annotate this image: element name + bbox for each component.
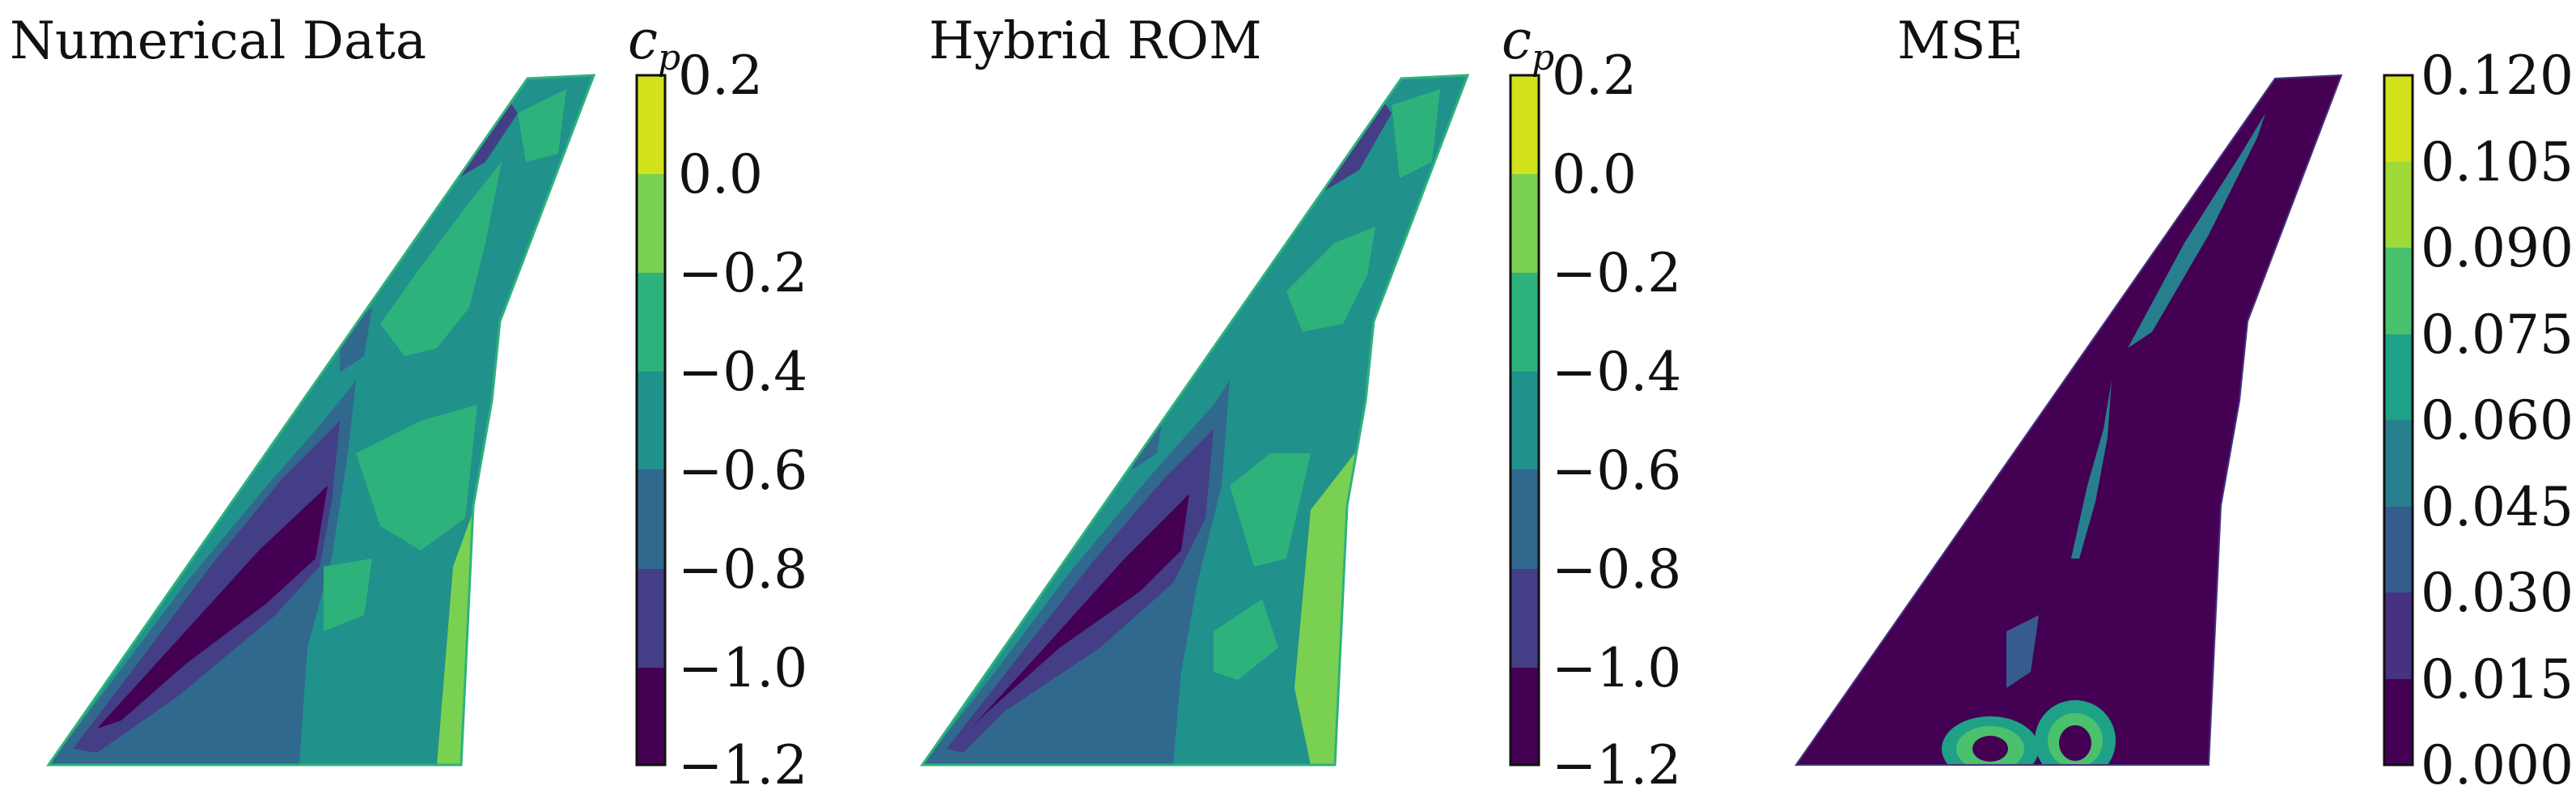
colorbar-level-2 xyxy=(2384,162,2413,248)
colorbar-tick-label: 0.120 xyxy=(2421,45,2574,107)
wing-contour xyxy=(49,75,594,765)
colorbar-label: cp xyxy=(628,9,680,79)
colorbar-level-11 xyxy=(637,469,665,569)
colorbar-tick-label: 0.000 xyxy=(2421,734,2574,796)
colorbar-tick-label: 0.2 xyxy=(1552,45,1637,107)
colorbar-frame xyxy=(635,74,667,767)
colorbar-level-10 xyxy=(637,372,665,469)
colorbar-level-9 xyxy=(637,273,665,372)
panel-mse: MSE 0.120 0.105 0.09 xyxy=(1794,11,2574,796)
colorbar-level-13 xyxy=(637,668,665,765)
colorbar: cp 0.2 0.0 −0.2 −0.4 −0.6 −0.8 −1.0 −1.2 xyxy=(628,9,807,796)
colorbar-tick-label: 0.060 xyxy=(2421,389,2574,452)
colorbar-level-7 xyxy=(1510,668,1539,765)
colorbar-tick-label: −0.2 xyxy=(678,242,807,304)
colorbar-tick-label: 0.105 xyxy=(2421,131,2574,193)
colorbar: 0.120 0.105 0.090 0.075 0.060 0.045 0.03… xyxy=(2383,45,2574,796)
colorbar-level-4 xyxy=(1510,372,1539,469)
wing-contour xyxy=(1796,75,2341,765)
colorbar-tick-label: 0.075 xyxy=(2421,304,2574,366)
colorbar-level-5 xyxy=(1510,469,1539,569)
colorbar-tick-label: −0.6 xyxy=(1552,440,1681,502)
colorbar-tick-label: −1.0 xyxy=(678,637,807,699)
colorbar-tick-label: −0.4 xyxy=(678,341,807,403)
colorbar-tick-label: −0.8 xyxy=(678,538,807,601)
colorbar-tick-label: −1.0 xyxy=(1552,637,1681,699)
colorbar-level-8 xyxy=(2384,679,2413,765)
colorbar-level-3 xyxy=(2384,248,2413,334)
colorbar-frame xyxy=(1509,74,1540,767)
colorbar-level-7 xyxy=(637,75,665,174)
colorbar-tick-label: 0.0 xyxy=(1552,143,1637,206)
colorbar-tick-label: −0.6 xyxy=(678,440,807,502)
panel-title: Hybrid ROM xyxy=(929,11,1262,71)
panel-title: Numerical Data xyxy=(10,11,426,71)
colorbar-tick-label: 0.045 xyxy=(2421,476,2574,538)
colorbar-frame xyxy=(2383,74,2414,767)
colorbar: cp 0.2 0.0 −0.2 −0.4 −0.6 −0.8 −1.0 −1.2 xyxy=(1502,9,1681,796)
panel-hybrid-rom: Hybrid ROM cp 0.2 0.0 xyxy=(920,9,1681,796)
colorbar-tick-label: −1.2 xyxy=(1552,734,1681,796)
wing-contour xyxy=(922,75,1468,765)
colorbar-tick-label: −0.2 xyxy=(1552,242,1681,304)
colorbar-tick-label: 0.2 xyxy=(678,45,763,107)
colorbar-level-12 xyxy=(637,569,665,668)
colorbar-level-8 xyxy=(637,174,665,273)
colorbar-level-4 xyxy=(2384,334,2413,420)
colorbar-level-5 xyxy=(2384,420,2413,507)
colorbar-level-7 xyxy=(2384,593,2413,679)
colorbar-tick-label: 0.030 xyxy=(2421,562,2574,624)
colorbar-tick-label: 0.0 xyxy=(678,143,763,206)
colorbar-tick-label: 0.015 xyxy=(2421,648,2574,711)
colorbar-level-2 xyxy=(1510,174,1539,273)
panel-title: MSE xyxy=(1897,11,2023,71)
colorbar-tick-label: −0.4 xyxy=(1552,341,1681,403)
colorbar-label: cp xyxy=(1502,9,1554,79)
colorbar-tick-label: 0.090 xyxy=(2421,217,2574,279)
colorbar-level-6 xyxy=(1510,569,1539,668)
panel-numerical-data: Numerical Data xyxy=(10,9,807,796)
colorbar-tick-label: −1.2 xyxy=(678,734,807,796)
colorbar-level-1 xyxy=(2384,75,2413,162)
colorbar-level-6 xyxy=(2384,507,2413,593)
colorbar-tick-label: −0.8 xyxy=(1552,538,1681,601)
colorbar-level-1 xyxy=(1510,75,1539,174)
colorbar-level-3 xyxy=(1510,273,1539,372)
